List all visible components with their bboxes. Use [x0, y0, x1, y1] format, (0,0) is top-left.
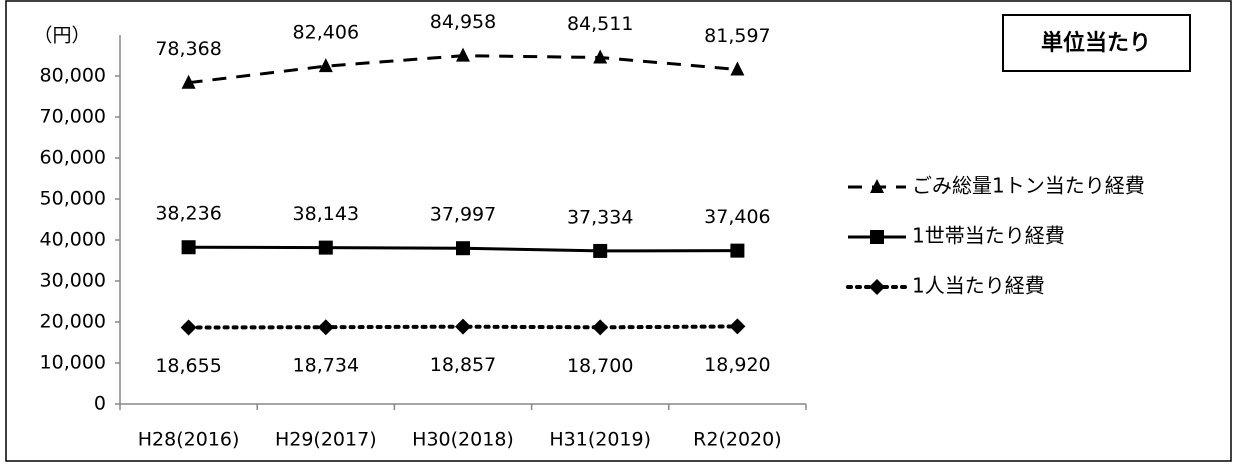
- marker: [593, 243, 608, 258]
- marker: [318, 240, 333, 255]
- y-tick-label: 60,000: [40, 147, 106, 169]
- y-tick-label: 50,000: [40, 188, 106, 210]
- data-label: 18,857: [430, 354, 496, 376]
- data-label: 18,920: [704, 354, 770, 376]
- marker: [592, 319, 609, 336]
- data-label: 18,700: [567, 355, 633, 377]
- data-label: 38,143: [293, 203, 359, 225]
- y-tick-label: 0: [94, 393, 106, 415]
- y-tick-label: 70,000: [40, 106, 106, 128]
- data-label: 38,236: [155, 203, 221, 225]
- marker: [730, 243, 745, 258]
- y-tick-label: 10,000: [40, 352, 106, 374]
- x-tick-label: H30(2018): [412, 429, 514, 451]
- data-label: 37,334: [567, 206, 633, 228]
- y-tick-label: 80,000: [40, 65, 106, 87]
- data-label: 37,997: [430, 204, 496, 226]
- data-label: 18,655: [155, 355, 221, 377]
- legend-label: 1世帯当たり経費: [912, 224, 1065, 248]
- legend-marker: [870, 230, 884, 244]
- y-tick-label: 30,000: [40, 270, 106, 292]
- marker: [181, 240, 196, 255]
- x-tick-label: H28(2016): [138, 429, 240, 451]
- legend-marker: [870, 179, 884, 193]
- data-label: 78,368: [155, 38, 221, 60]
- marker: [318, 58, 333, 73]
- x-tick-label: H29(2017): [275, 429, 377, 451]
- chart-border: [5, 0, 1232, 462]
- badge-box: [1002, 14, 1191, 72]
- y-tick-label: 20,000: [40, 311, 106, 333]
- x-tick-label: H31(2019): [549, 429, 651, 451]
- marker: [730, 61, 745, 76]
- data-label: 84,511: [567, 13, 633, 35]
- legend-label: ごみ総量1トン当たり経費: [912, 174, 1145, 198]
- marker: [181, 74, 196, 89]
- marker: [456, 241, 470, 256]
- data-label: 18,734: [293, 355, 359, 377]
- data-label: 81,597: [704, 25, 770, 47]
- marker: [593, 49, 608, 64]
- marker: [317, 319, 334, 336]
- legend-marker: [869, 279, 885, 295]
- x-tick-label: R2(2020): [693, 429, 781, 451]
- data-label: 82,406: [293, 22, 359, 44]
- badge: 単位当たり: [1041, 30, 1151, 56]
- data-label: 84,958: [430, 11, 496, 33]
- marker: [455, 318, 471, 335]
- marker: [180, 319, 197, 336]
- data-label: 37,406: [704, 206, 770, 228]
- marker: [456, 47, 470, 62]
- legend-label: 1人当たり経費: [912, 274, 1045, 298]
- y-tick-label: 40,000: [40, 229, 106, 251]
- y-axis-label: （円）: [33, 25, 90, 47]
- marker: [729, 318, 746, 335]
